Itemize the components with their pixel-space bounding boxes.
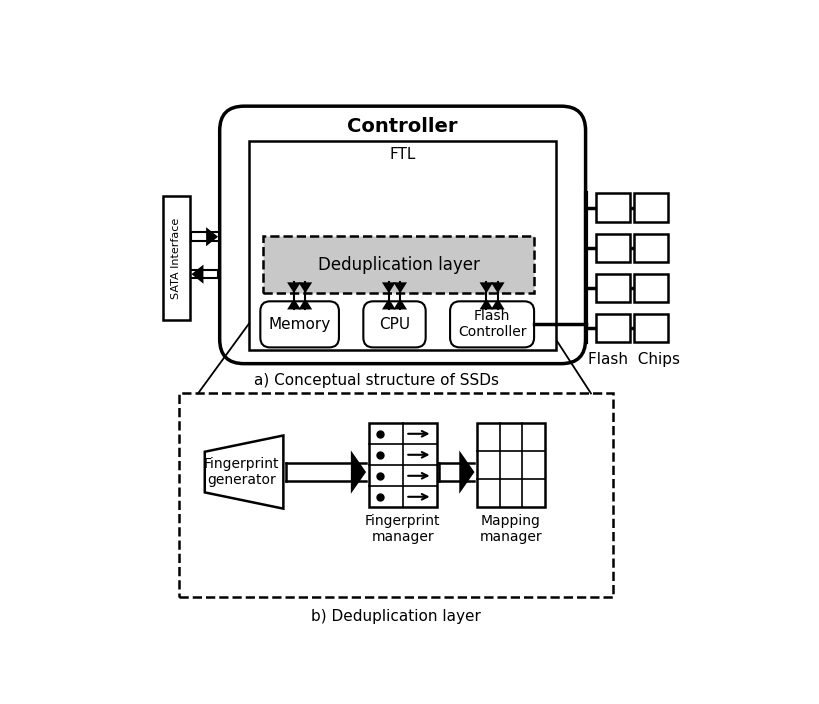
Polygon shape xyxy=(491,298,504,310)
Polygon shape xyxy=(205,436,283,509)
Bar xyxy=(634,314,667,342)
Text: SATA Interface: SATA Interface xyxy=(171,218,181,298)
Bar xyxy=(634,274,667,302)
Text: Memory: Memory xyxy=(268,317,330,332)
Polygon shape xyxy=(287,298,301,310)
Bar xyxy=(179,394,612,597)
Text: Mapping
manager: Mapping manager xyxy=(479,514,541,544)
Polygon shape xyxy=(382,282,395,293)
Bar xyxy=(634,194,667,222)
FancyBboxPatch shape xyxy=(450,301,533,347)
Bar xyxy=(263,237,533,293)
Polygon shape xyxy=(459,451,474,494)
Text: Fingerprint
manager: Fingerprint manager xyxy=(364,514,440,544)
Bar xyxy=(595,314,629,342)
Text: Controller: Controller xyxy=(347,117,457,136)
Polygon shape xyxy=(382,298,395,310)
Polygon shape xyxy=(206,227,218,246)
Bar xyxy=(634,234,667,262)
Polygon shape xyxy=(192,265,203,284)
Polygon shape xyxy=(298,282,312,293)
FancyBboxPatch shape xyxy=(219,106,585,364)
Polygon shape xyxy=(287,282,301,293)
Text: Fingerprint
generator: Fingerprint generator xyxy=(203,457,278,487)
Text: a) Conceptual structure of SSDs: a) Conceptual structure of SSDs xyxy=(254,373,499,388)
Polygon shape xyxy=(393,298,406,310)
Polygon shape xyxy=(479,298,492,310)
Bar xyxy=(595,194,629,222)
Text: b) Deduplication layer: b) Deduplication layer xyxy=(310,609,480,624)
Bar xyxy=(595,234,629,262)
Polygon shape xyxy=(393,282,406,293)
Text: Flash
Controller: Flash Controller xyxy=(457,309,526,339)
Text: Deduplication layer: Deduplication layer xyxy=(317,256,479,274)
Polygon shape xyxy=(298,298,312,310)
FancyBboxPatch shape xyxy=(363,301,425,347)
Bar xyxy=(595,274,629,302)
Polygon shape xyxy=(351,451,365,494)
Polygon shape xyxy=(491,282,504,293)
Bar xyxy=(249,142,555,350)
Text: FTL: FTL xyxy=(389,147,415,162)
Text: CPU: CPU xyxy=(378,317,410,332)
FancyBboxPatch shape xyxy=(260,301,338,347)
Polygon shape xyxy=(479,282,492,293)
Text: Flash  Chips: Flash Chips xyxy=(588,352,680,367)
Bar xyxy=(162,196,190,320)
Bar xyxy=(477,423,545,508)
Bar xyxy=(369,423,436,508)
